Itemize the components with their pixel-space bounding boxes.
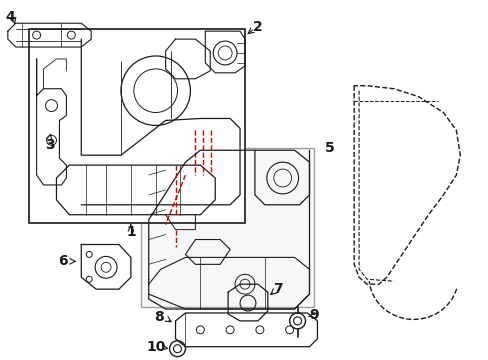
Text: 5: 5: [324, 141, 333, 155]
Text: 7: 7: [272, 282, 282, 296]
Bar: [141, 148, 314, 307]
Text: 6: 6: [59, 255, 68, 268]
Text: 4: 4: [5, 10, 15, 24]
Bar: [29, 29, 244, 223]
Text: 2: 2: [252, 20, 262, 34]
Text: 10: 10: [146, 340, 165, 354]
Text: 3: 3: [44, 138, 54, 152]
Text: 1: 1: [126, 225, 136, 239]
Text: 8: 8: [154, 310, 163, 324]
Text: 9: 9: [309, 308, 319, 322]
